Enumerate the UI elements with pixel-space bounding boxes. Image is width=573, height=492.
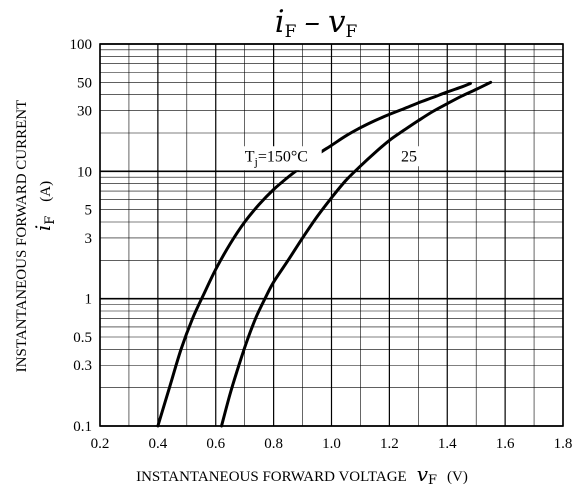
y-tick-label: 50 [77, 75, 92, 91]
x-axis-unit: (V) [447, 469, 468, 485]
y-tick-labels: 0.1 0.3 0.5 1 3 5 10 30 50 100 [70, 37, 93, 435]
title-i: i [275, 4, 285, 40]
y-tick-label: 10 [77, 164, 92, 180]
y-tick-label: 0.3 [73, 358, 92, 374]
series-label-bg [241, 146, 322, 171]
x-tick-label: 1.8 [554, 436, 573, 452]
y-axis-symbol-group: iF (A) [31, 181, 58, 231]
series-label-bg [397, 146, 422, 167]
series-label-0: Tj=150°C [245, 148, 308, 168]
y-axis-label: INSTANTANEOUS FORWARD CURRENT [14, 100, 30, 373]
y-tick-label: 5 [85, 203, 93, 219]
series-line-0 [156, 81, 472, 428]
x-axis-symbol-sub: F [428, 473, 437, 488]
y-tick-label: 0.1 [73, 419, 92, 435]
x-axis-symbol: v [417, 462, 429, 486]
series-layer: Tj=150°C 25 [156, 80, 493, 428]
chart-title: iF – vF [275, 4, 358, 42]
y-axis-label-text: INSTANTANEOUS FORWARD CURRENT [14, 100, 30, 373]
grid-major [99, 43, 564, 427]
plot-frame [99, 43, 564, 427]
x-axis-label: INSTANTANEOUS FORWARD VOLTAGE vF (V) [136, 462, 468, 488]
x-tick-label: 1.4 [438, 436, 457, 452]
y-tick-label: 100 [70, 37, 93, 53]
y-tick-label: 1 [85, 292, 93, 308]
x-tick-label: 1.2 [380, 436, 399, 452]
y-tick-label: 3 [85, 231, 93, 247]
x-tick-label: 0.4 [149, 436, 168, 452]
title-separator: – [304, 4, 320, 40]
x-tick-label: 1.6 [496, 436, 515, 452]
y-axis-unit: (A) [38, 181, 54, 202]
series-label-1: 25 [401, 148, 417, 165]
y-axis-symbol-sub: F [43, 216, 58, 225]
title-v-sub: F [345, 22, 357, 42]
x-tick-label: 0.8 [264, 436, 283, 452]
x-tick-label: 0.6 [206, 436, 225, 452]
x-tick-label: 1.0 [322, 436, 341, 452]
series-line-1 [220, 80, 493, 428]
y-tick-label: 0.5 [73, 330, 92, 346]
title-i-sub: F [285, 22, 297, 42]
x-tick-label: 0.2 [91, 436, 110, 452]
title-v: v [328, 4, 346, 40]
x-tick-labels: 0.2 0.4 0.6 0.8 1.0 1.2 1.4 1.6 1.8 [91, 436, 573, 452]
y-axis-symbol: i [31, 225, 55, 231]
y-tick-label: 30 [77, 104, 92, 120]
x-axis-label-text: INSTANTANEOUS FORWARD VOLTAGE [136, 469, 407, 485]
